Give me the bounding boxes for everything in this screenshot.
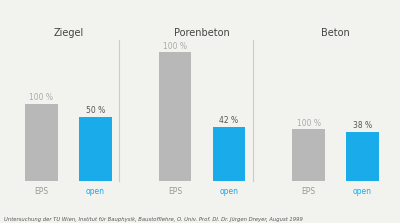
Text: open: open [86,187,105,196]
Text: 42 %: 42 % [220,116,238,125]
Text: open: open [220,187,238,196]
Text: 100 %: 100 % [163,41,187,51]
Text: EPS: EPS [168,187,182,196]
Text: Beton: Beton [321,28,350,38]
Bar [159,52,191,181]
Text: 50 %: 50 % [86,106,105,115]
Bar [346,132,379,181]
Text: Porenbeton: Porenbeton [174,28,230,38]
Text: Ziegel: Ziegel [53,28,84,38]
Bar [79,117,112,181]
Text: 100 %: 100 % [297,119,321,128]
Bar [25,104,58,181]
Text: Untersuchung der TU Wien, Institut für Bauphysik, Baustofflehre, O. Univ. Prof. : Untersuchung der TU Wien, Institut für B… [4,217,303,222]
Text: 38 %: 38 % [353,121,372,130]
Text: 100 %: 100 % [30,93,54,102]
Bar [213,127,245,181]
Text: EPS: EPS [34,187,48,196]
Bar [292,130,325,181]
Text: open: open [353,187,372,196]
Text: EPS: EPS [302,187,316,196]
